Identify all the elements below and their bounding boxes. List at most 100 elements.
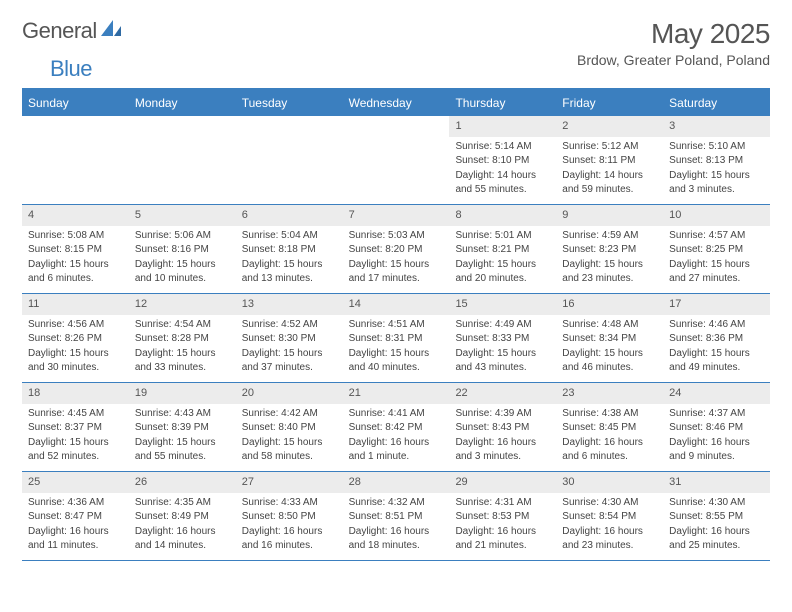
day-number: 4 [22,205,129,226]
day-cell: 6Sunrise: 5:04 AMSunset: 8:18 PMDaylight… [236,205,343,293]
day-cell: 28Sunrise: 4:32 AMSunset: 8:51 PMDayligh… [343,472,450,560]
dayheader: Saturday [663,90,770,116]
day-cell: 21Sunrise: 4:41 AMSunset: 8:42 PMDayligh… [343,383,450,471]
day-sunrise: Sunrise: 4:37 AM [669,407,764,421]
day-number: 12 [129,294,236,315]
day-daylight2: and 27 minutes. [669,272,764,286]
day-daylight2: and 55 minutes. [135,450,230,464]
day-daylight2: and 18 minutes. [349,539,444,553]
day-daylight2: and 23 minutes. [562,272,657,286]
day-daylight2: and 9 minutes. [669,450,764,464]
day-number: 19 [129,383,236,404]
day-sunset: Sunset: 8:40 PM [242,421,337,435]
day-cell: 30Sunrise: 4:30 AMSunset: 8:54 PMDayligh… [556,472,663,560]
day-sunset: Sunset: 8:47 PM [28,510,123,524]
day-cell: 19Sunrise: 4:43 AMSunset: 8:39 PMDayligh… [129,383,236,471]
day-number: 14 [343,294,450,315]
day-sunset: Sunset: 8:31 PM [349,332,444,346]
day-sunset: Sunset: 8:50 PM [242,510,337,524]
day-sunrise: Sunrise: 5:06 AM [135,229,230,243]
day-cell: 14Sunrise: 4:51 AMSunset: 8:31 PMDayligh… [343,294,450,382]
day-number: 25 [22,472,129,493]
day-sunset: Sunset: 8:10 PM [455,154,550,168]
day-daylight1: Daylight: 15 hours [28,347,123,361]
day-daylight1: Daylight: 15 hours [669,169,764,183]
day-sunrise: Sunrise: 4:39 AM [455,407,550,421]
calendar: Sunday Monday Tuesday Wednesday Thursday… [22,88,770,561]
day-daylight2: and 30 minutes. [28,361,123,375]
day-daylight2: and 10 minutes. [135,272,230,286]
day-body: Sunrise: 4:30 AMSunset: 8:55 PMDaylight:… [663,493,770,558]
day-sunrise: Sunrise: 4:30 AM [669,496,764,510]
day-body: Sunrise: 4:54 AMSunset: 8:28 PMDaylight:… [129,315,236,380]
day-body: Sunrise: 4:46 AMSunset: 8:36 PMDaylight:… [663,315,770,380]
day-cell: 17Sunrise: 4:46 AMSunset: 8:36 PMDayligh… [663,294,770,382]
day-number: 28 [343,472,450,493]
day-daylight1: Daylight: 15 hours [28,258,123,272]
day-cell: 24Sunrise: 4:37 AMSunset: 8:46 PMDayligh… [663,383,770,471]
day-number: 18 [22,383,129,404]
day-number: 21 [343,383,450,404]
day-daylight1: Daylight: 16 hours [562,436,657,450]
week-row: 1Sunrise: 5:14 AMSunset: 8:10 PMDaylight… [22,116,770,205]
day-sunrise: Sunrise: 5:03 AM [349,229,444,243]
day-sunset: Sunset: 8:37 PM [28,421,123,435]
day-daylight1: Daylight: 15 hours [242,347,337,361]
day-sunrise: Sunrise: 5:01 AM [455,229,550,243]
day-daylight1: Daylight: 14 hours [562,169,657,183]
day-sunrise: Sunrise: 4:56 AM [28,318,123,332]
day-cell [129,116,236,204]
day-sunset: Sunset: 8:49 PM [135,510,230,524]
day-daylight1: Daylight: 16 hours [562,525,657,539]
day-daylight2: and 13 minutes. [242,272,337,286]
day-number: 7 [343,205,450,226]
location: Brdow, Greater Poland, Poland [577,52,770,68]
day-daylight2: and 25 minutes. [669,539,764,553]
day-cell: 7Sunrise: 5:03 AMSunset: 8:20 PMDaylight… [343,205,450,293]
day-sunset: Sunset: 8:53 PM [455,510,550,524]
day-body: Sunrise: 5:03 AMSunset: 8:20 PMDaylight:… [343,226,450,291]
day-daylight2: and 14 minutes. [135,539,230,553]
day-cell: 31Sunrise: 4:30 AMSunset: 8:55 PMDayligh… [663,472,770,560]
day-daylight2: and 58 minutes. [242,450,337,464]
day-number: 24 [663,383,770,404]
dayheader: Sunday [22,90,129,116]
day-sunset: Sunset: 8:11 PM [562,154,657,168]
day-number: 23 [556,383,663,404]
logo-text-a: General [22,18,97,44]
day-sunset: Sunset: 8:20 PM [349,243,444,257]
day-sunrise: Sunrise: 4:31 AM [455,496,550,510]
day-cell: 12Sunrise: 4:54 AMSunset: 8:28 PMDayligh… [129,294,236,382]
day-daylight2: and 46 minutes. [562,361,657,375]
logo: General [22,18,125,44]
day-daylight2: and 52 minutes. [28,450,123,464]
day-cell: 23Sunrise: 4:38 AMSunset: 8:45 PMDayligh… [556,383,663,471]
day-sunrise: Sunrise: 5:14 AM [455,140,550,154]
day-body: Sunrise: 4:56 AMSunset: 8:26 PMDaylight:… [22,315,129,380]
day-body: Sunrise: 4:36 AMSunset: 8:47 PMDaylight:… [22,493,129,558]
week-row: 4Sunrise: 5:08 AMSunset: 8:15 PMDaylight… [22,205,770,294]
day-body: Sunrise: 4:51 AMSunset: 8:31 PMDaylight:… [343,315,450,380]
day-sunrise: Sunrise: 4:38 AM [562,407,657,421]
day-cell: 22Sunrise: 4:39 AMSunset: 8:43 PMDayligh… [449,383,556,471]
day-number: 10 [663,205,770,226]
day-sunrise: Sunrise: 4:48 AM [562,318,657,332]
day-sunset: Sunset: 8:51 PM [349,510,444,524]
day-cell [343,116,450,204]
day-daylight1: Daylight: 16 hours [135,525,230,539]
day-daylight2: and 43 minutes. [455,361,550,375]
day-body: Sunrise: 4:49 AMSunset: 8:33 PMDaylight:… [449,315,556,380]
day-daylight1: Daylight: 16 hours [349,525,444,539]
day-cell: 25Sunrise: 4:36 AMSunset: 8:47 PMDayligh… [22,472,129,560]
day-sunset: Sunset: 8:45 PM [562,421,657,435]
week-row: 11Sunrise: 4:56 AMSunset: 8:26 PMDayligh… [22,294,770,383]
day-daylight2: and 16 minutes. [242,539,337,553]
logo-text-b: Blue [50,56,92,82]
day-body: Sunrise: 4:33 AMSunset: 8:50 PMDaylight:… [236,493,343,558]
day-daylight2: and 17 minutes. [349,272,444,286]
day-number: 30 [556,472,663,493]
day-body: Sunrise: 5:04 AMSunset: 8:18 PMDaylight:… [236,226,343,291]
day-body: Sunrise: 4:38 AMSunset: 8:45 PMDaylight:… [556,404,663,469]
page: General May 2025 Brdow, Greater Poland, … [0,0,792,579]
day-daylight2: and 40 minutes. [349,361,444,375]
